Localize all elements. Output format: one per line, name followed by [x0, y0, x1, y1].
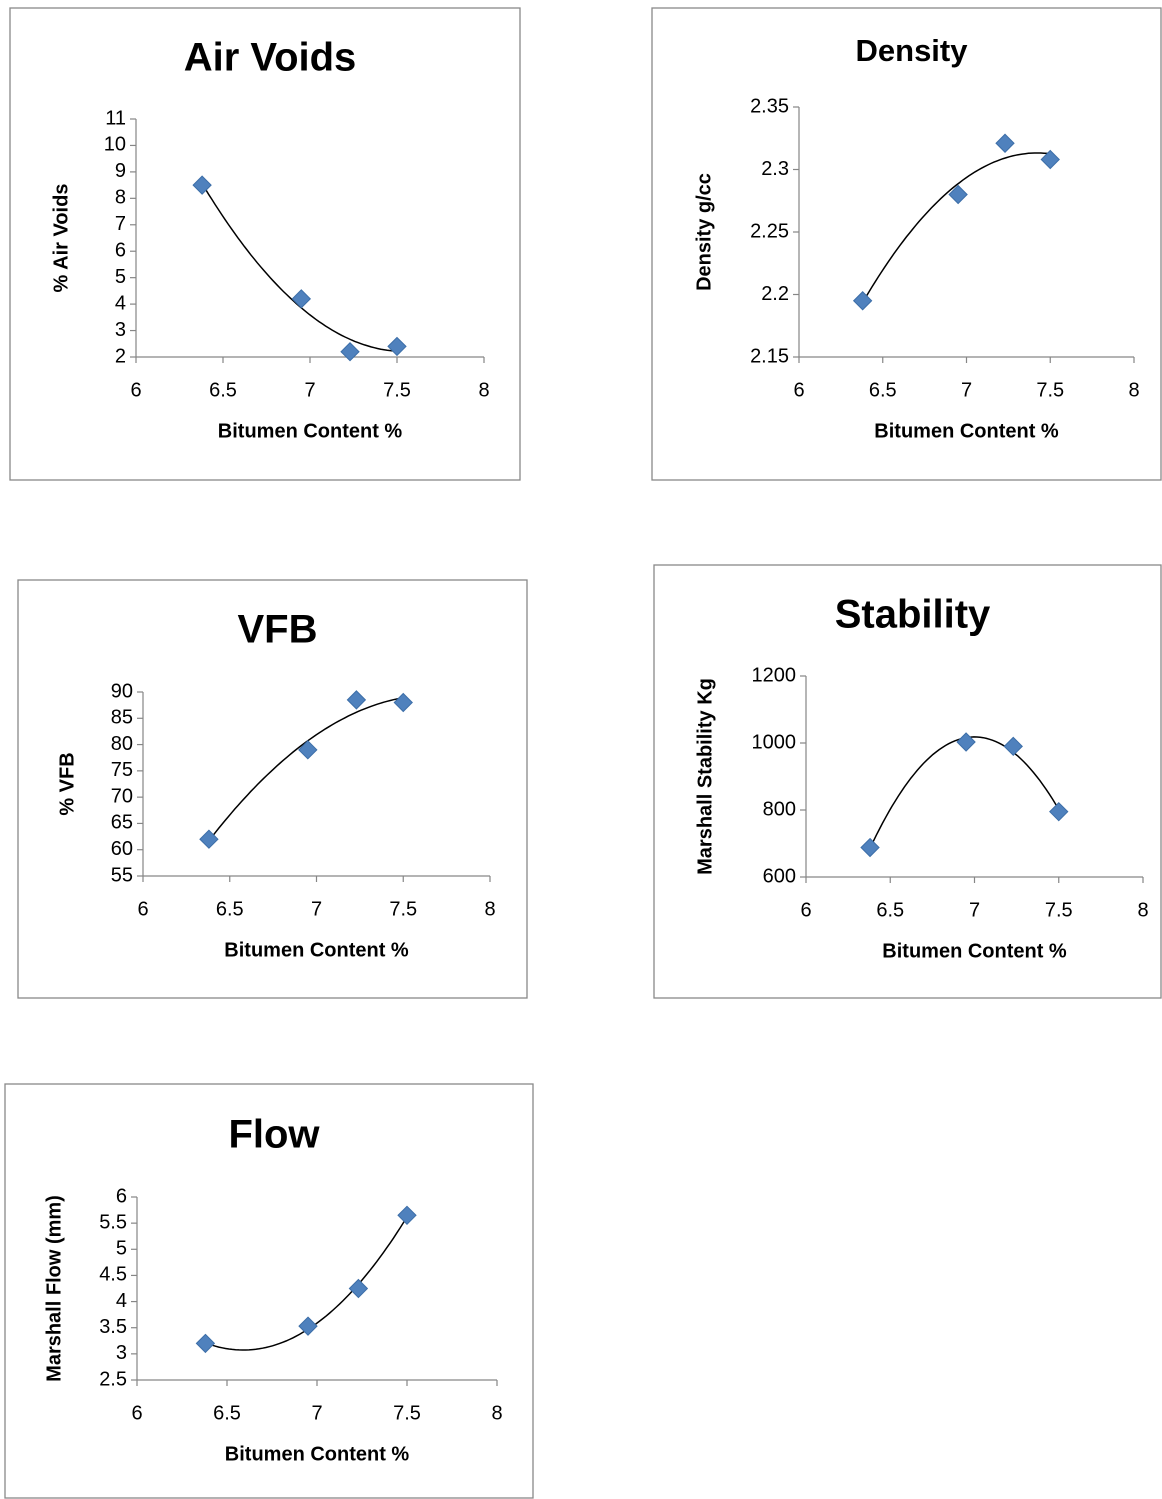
y-tick-label: 2	[115, 345, 126, 367]
x-axis-label: Bitumen Content %	[218, 420, 403, 442]
y-tick-label: 600	[763, 865, 796, 887]
chart-title: Flow	[228, 1113, 320, 1157]
y-tick-label: 3	[115, 319, 126, 341]
y-axis-label: % Air Voids	[50, 184, 72, 293]
x-tick-label: 6.5	[869, 379, 897, 401]
chart-title: Density	[856, 33, 969, 68]
y-tick-label: 800	[763, 798, 796, 820]
point	[349, 1280, 367, 1298]
x-axis-label: Bitumen Content %	[882, 940, 1067, 962]
y-tick-label: 85	[111, 707, 133, 729]
y-tick-label: 10	[104, 134, 126, 156]
trendline	[863, 153, 1051, 303]
y-tick-label: 1200	[752, 664, 797, 686]
y-axis-label: Marshall Stability Kg	[694, 678, 716, 875]
y-tick-label: 55	[111, 864, 133, 886]
x-tick-label: 6.5	[876, 899, 904, 921]
x-axis-label: Bitumen Content %	[874, 420, 1059, 442]
point	[196, 1334, 214, 1352]
point	[861, 839, 879, 857]
y-tick-label: 11	[105, 107, 126, 129]
x-tick-label: 7.5	[1036, 379, 1064, 401]
x-axis-label: Bitumen Content %	[225, 1443, 410, 1465]
chart-title: Stability	[835, 593, 991, 637]
point	[1050, 803, 1068, 821]
chart-frame	[652, 8, 1161, 480]
x-tick-label: 6	[130, 379, 141, 401]
y-tick-label: 3	[116, 1342, 127, 1364]
x-tick-label: 6.5	[209, 379, 237, 401]
point	[193, 176, 211, 194]
x-tick-label: 7	[969, 899, 980, 921]
x-tick-label: 6.5	[216, 898, 244, 920]
y-axis-label: Marshall Flow (mm)	[43, 1195, 65, 1382]
x-tick-label: 7.5	[1045, 899, 1073, 921]
point	[1004, 737, 1022, 755]
y-tick-label: 75	[111, 759, 133, 781]
x-tick-label: 7	[311, 1402, 322, 1424]
y-tick-label: 60	[111, 838, 133, 860]
point	[957, 733, 975, 751]
chart-title: Air Voids	[184, 36, 357, 80]
x-tick-label: 7.5	[383, 379, 411, 401]
y-tick-label: 2.2	[761, 283, 789, 305]
x-tick-label: 6	[793, 379, 804, 401]
y-tick-label: 5.5	[99, 1211, 127, 1233]
y-tick-label: 2.25	[750, 220, 789, 242]
y-tick-label: 2.3	[761, 158, 789, 180]
point	[347, 691, 365, 709]
y-tick-label: 8	[115, 187, 126, 209]
point	[341, 343, 359, 361]
point	[996, 134, 1014, 152]
point	[388, 337, 406, 355]
y-tick-label: 6	[116, 1185, 127, 1207]
x-tick-label: 6	[800, 899, 811, 921]
y-tick-label: 70	[111, 785, 133, 807]
y-tick-label: 80	[111, 733, 133, 755]
y-tick-label: 6	[115, 240, 126, 262]
y-tick-label: 1000	[752, 731, 797, 753]
y-tick-label: 4	[116, 1290, 127, 1312]
x-tick-label: 7	[311, 898, 322, 920]
y-tick-label: 2.15	[750, 345, 789, 367]
x-tick-label: 8	[1137, 899, 1148, 921]
y-axis-label: Density g/cc	[693, 173, 715, 291]
y-tick-label: 5	[116, 1238, 127, 1260]
y-axis-label: % VFB	[56, 752, 78, 815]
x-tick-label: 7	[304, 379, 315, 401]
point	[854, 292, 872, 310]
x-tick-label: 8	[1128, 379, 1139, 401]
x-tick-label: 7	[961, 379, 972, 401]
chart-title: VFB	[238, 608, 318, 652]
x-tick-label: 6.5	[213, 1402, 241, 1424]
y-tick-label: 65	[111, 812, 133, 834]
trendline	[209, 698, 403, 841]
point	[398, 1206, 416, 1224]
y-tick-label: 5	[115, 266, 126, 288]
y-tick-label: 90	[111, 680, 133, 702]
y-tick-label: 3.5	[99, 1316, 127, 1338]
point	[292, 290, 310, 308]
y-tick-label: 2.35	[750, 95, 789, 117]
y-tick-label: 7	[115, 213, 126, 235]
y-tick-label: 4.5	[99, 1264, 127, 1286]
x-tick-label: 8	[491, 1402, 502, 1424]
x-tick-label: 7.5	[393, 1402, 421, 1424]
x-tick-label: 7.5	[389, 898, 417, 920]
y-tick-label: 2.5	[99, 1368, 127, 1390]
x-tick-label: 6	[131, 1402, 142, 1424]
page: Air Voids 2 3 4 5 6 7 8 9 10 11 6 6.5 7 7.5 8 Bitumen Co…	[0, 0, 1162, 1499]
trendline	[870, 737, 1059, 848]
point	[299, 741, 317, 759]
x-tick-label: 6	[137, 898, 148, 920]
x-tick-label: 8	[478, 379, 489, 401]
x-axis-label: Bitumen Content %	[224, 939, 409, 961]
x-tick-label: 8	[484, 898, 495, 920]
point	[394, 694, 412, 712]
y-tick-label: 9	[115, 160, 126, 182]
trendline	[202, 184, 397, 352]
y-tick-label: 4	[115, 292, 126, 314]
